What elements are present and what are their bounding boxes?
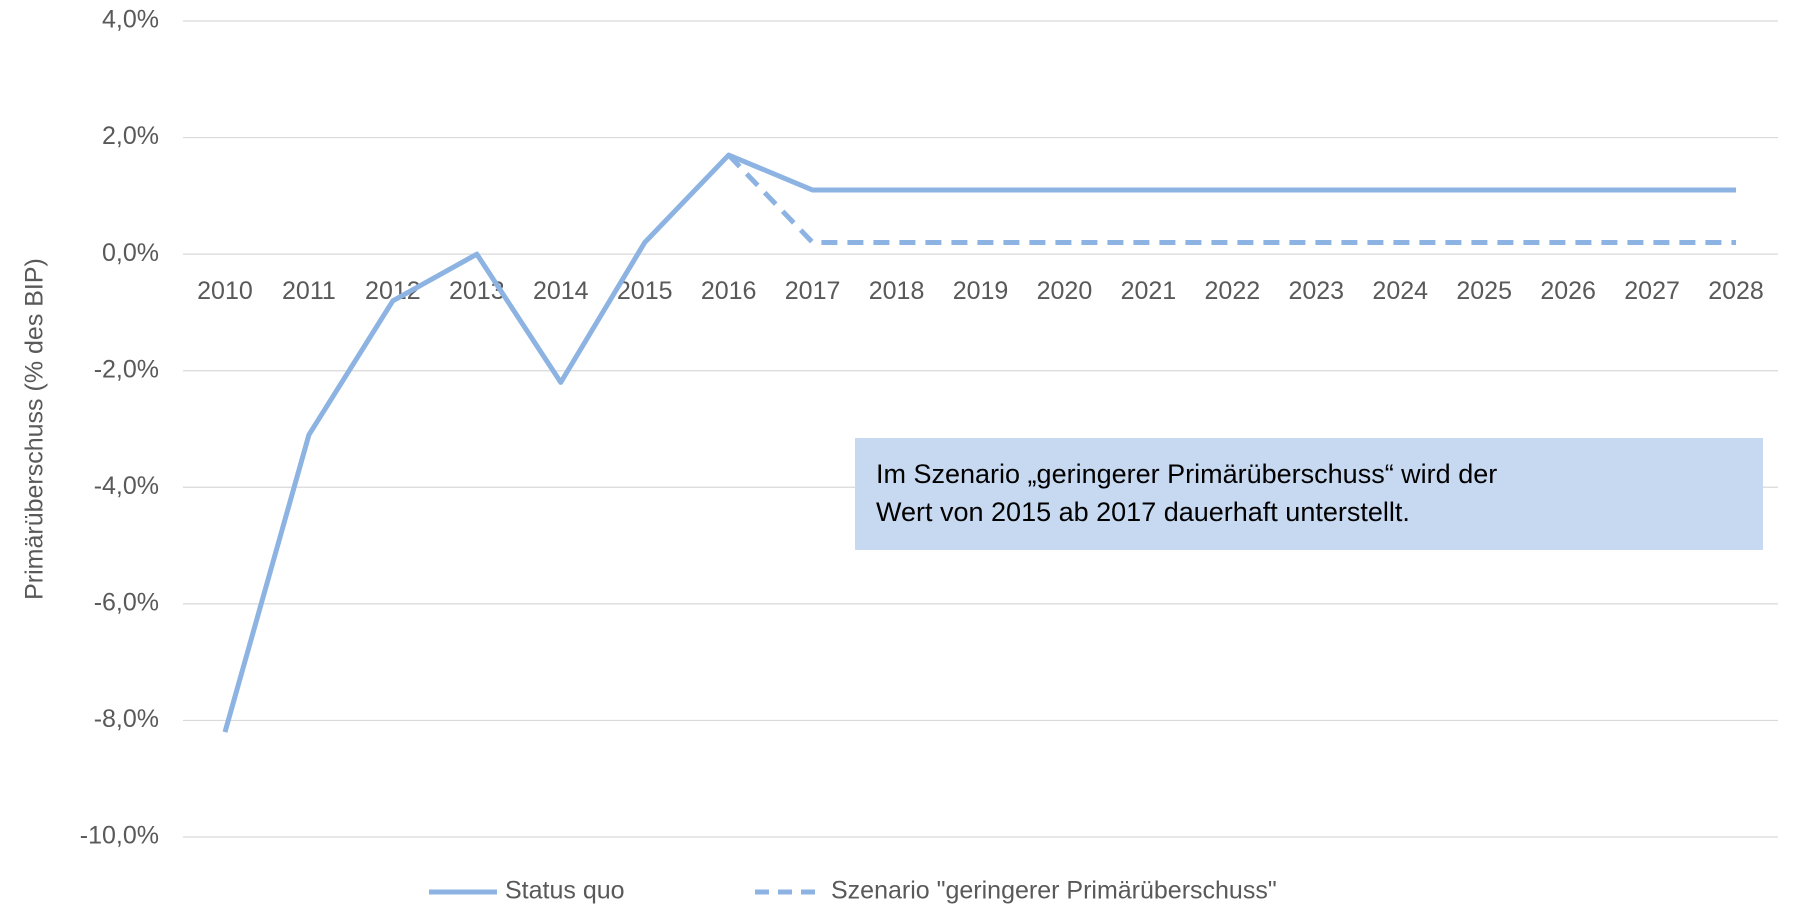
- series-line: [726, 153, 1737, 245]
- y-tick-label: -6,0%: [94, 588, 159, 616]
- x-tick-label: 2025: [1456, 277, 1512, 305]
- y-tick-label: -8,0%: [94, 705, 159, 733]
- x-tick-label: 2021: [1121, 277, 1177, 305]
- x-tick-label: 2023: [1288, 277, 1344, 305]
- legend-label: Szenario "geringerer Primärüberschuss": [831, 877, 1277, 905]
- y-tick-label: -2,0%: [94, 355, 159, 383]
- y-tick-label: -10,0%: [80, 822, 159, 850]
- x-tick-label: 2014: [533, 277, 589, 305]
- x-tick-label: 2020: [1037, 277, 1093, 305]
- x-tick-label: 2011: [282, 277, 336, 305]
- x-tick-label: 2016: [701, 277, 757, 305]
- annotation-text: Im Szenario „geringerer Primärüberschuss…: [876, 459, 1497, 489]
- series-line: [222, 152, 1737, 733]
- x-tick-label: 2010: [197, 277, 253, 305]
- x-tick-label: 2017: [785, 277, 841, 305]
- x-tick-label: 2015: [617, 277, 673, 305]
- legend-label: Status quo: [505, 877, 625, 905]
- x-tick-label: 2022: [1205, 277, 1261, 305]
- y-tick-label: 2,0%: [102, 122, 159, 150]
- annotation-text: Wert von 2015 ab 2017 dauerhaft unterste…: [876, 497, 1410, 527]
- y-tick-label: 4,0%: [102, 6, 159, 34]
- x-tick-label: 2026: [1540, 277, 1596, 305]
- annotation-box: [855, 438, 1763, 550]
- x-tick-label: 2018: [869, 277, 925, 305]
- y-axis-title: Primärüberschuss (% des BIP): [21, 258, 49, 600]
- x-tick-label: 2027: [1624, 277, 1680, 305]
- y-tick-label: 0,0%: [102, 239, 159, 267]
- x-tick-label: 2019: [953, 277, 1009, 305]
- y-tick-label: -4,0%: [94, 472, 159, 500]
- x-tick-label: 2028: [1708, 277, 1764, 305]
- x-tick-label: 2024: [1372, 277, 1428, 305]
